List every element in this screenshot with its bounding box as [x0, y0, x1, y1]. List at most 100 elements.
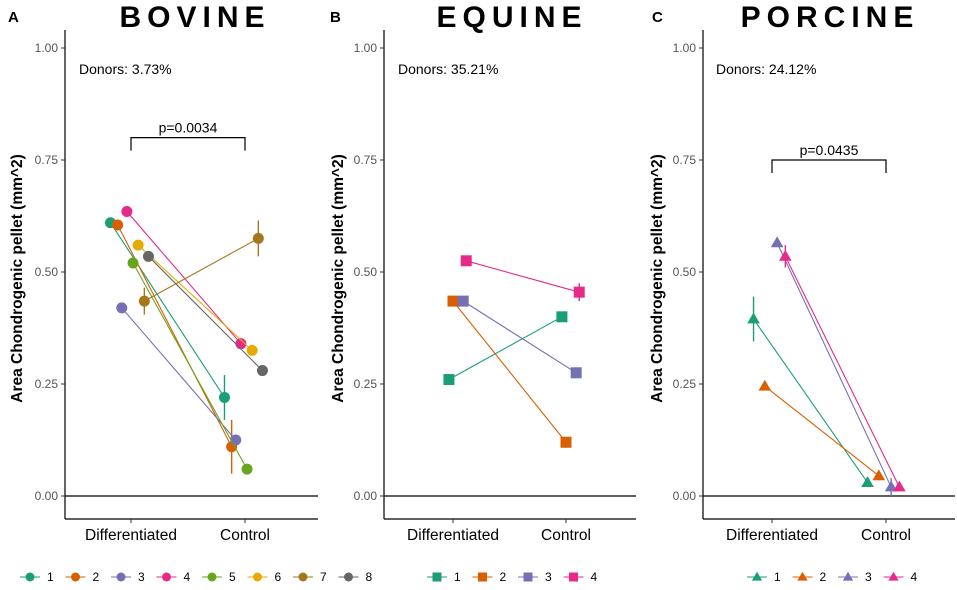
x-tick-label: Control	[861, 527, 911, 544]
legend-label: 2	[820, 570, 827, 584]
panel-letter: A	[8, 9, 19, 26]
data-point	[457, 295, 469, 307]
legend-label: 2	[93, 570, 100, 584]
series-line	[148, 255, 263, 371]
series-3	[770, 236, 898, 496]
data-point	[884, 480, 898, 492]
p-value-label: p=0.0435	[800, 142, 859, 158]
data-point	[570, 367, 582, 379]
legend: 1 2 3 4	[427, 570, 598, 584]
legend: 1 2 3 4	[747, 570, 918, 584]
y-tick-label: 0.00	[35, 489, 59, 503]
legend-marker	[751, 571, 763, 581]
data-point	[447, 295, 459, 307]
y-tick-label: 0.00	[354, 489, 378, 503]
data-point	[127, 257, 139, 269]
legend-label: 3	[138, 570, 145, 584]
panel-title: BOVINE	[119, 1, 270, 34]
series-line	[137, 244, 253, 351]
data-point	[460, 255, 472, 267]
donors-annotation: Donors: 35.21%	[398, 61, 498, 77]
y-tick-label: 0.75	[354, 153, 378, 167]
panel-porcine: C PORCINE 0.00 0.25 0.50 0.75 1.00 Differentiat…	[649, 1, 955, 584]
donors-annotation: Donors: 24.12%	[716, 61, 816, 77]
data-point	[872, 469, 886, 481]
series-1	[747, 296, 874, 487]
data-point	[256, 365, 268, 377]
series-line	[448, 316, 563, 381]
data-point	[252, 232, 264, 244]
legend-marker	[162, 572, 171, 582]
series-7	[138, 220, 264, 315]
series-2	[758, 379, 886, 481]
panel-title: PORCINE	[741, 1, 920, 34]
series-2	[112, 219, 238, 474]
data-point	[218, 391, 230, 403]
legend-label: 5	[229, 570, 236, 584]
legend-marker	[253, 572, 262, 582]
legend-marker	[71, 572, 80, 582]
data-point	[770, 236, 784, 248]
series-line	[776, 242, 892, 488]
series-line	[452, 300, 567, 443]
series-line	[121, 307, 237, 441]
data-point	[779, 249, 792, 261]
data-point	[556, 311, 568, 323]
data-point	[112, 219, 124, 231]
data-point	[758, 379, 772, 391]
legend-label: 1	[47, 570, 54, 584]
legend-marker	[207, 572, 217, 582]
donors-annotation: Donors: 3.73%	[79, 61, 172, 77]
y-tick-label: 0.00	[673, 489, 697, 503]
y-tick-label: 0.50	[35, 265, 59, 279]
y-tick-label: 0.75	[673, 153, 697, 167]
series-line	[126, 211, 242, 345]
y-tick-label: 0.25	[35, 377, 59, 391]
legend-label: 1	[454, 570, 461, 584]
series-3	[116, 302, 242, 446]
series-line	[110, 222, 225, 398]
panel-letter: C	[652, 9, 663, 26]
data-point	[142, 250, 154, 262]
legend-marker	[569, 572, 578, 582]
legend-marker	[25, 572, 35, 582]
legend-label: 6	[275, 570, 282, 584]
legend-label: 4	[184, 570, 191, 584]
x-tick-label: Differentiated	[85, 527, 177, 544]
data-point	[861, 476, 874, 487]
panel-title: EQUINE	[436, 1, 587, 34]
y-tick-label: 1.00	[35, 41, 59, 55]
series-4	[460, 255, 585, 302]
series-8	[142, 250, 268, 377]
x-tick-label: Control	[220, 527, 270, 544]
legend-label: 7	[320, 570, 327, 584]
series-line	[144, 237, 259, 302]
x-tick-label: Differentiated	[407, 527, 499, 544]
series-line	[784, 256, 900, 488]
legend-label: 3	[865, 570, 872, 584]
legend-label: 1	[774, 570, 781, 584]
x-tick-label: Control	[541, 527, 591, 544]
series-1	[443, 311, 568, 386]
significance-bracket	[130, 137, 246, 151]
data-point	[573, 286, 585, 298]
series-3	[457, 295, 582, 379]
y-tick-label: 0.50	[673, 265, 697, 279]
y-axis-label: Area Chondrogenic pellet (mm^2)	[9, 154, 26, 402]
y-tick-label: 0.75	[35, 153, 59, 167]
data-point	[138, 295, 150, 307]
panel-bovine: A BOVINE 0.00 0.25 0.50 0.75 1.00 Differentiate…	[8, 1, 373, 584]
legend: 1 2 3 4 5 6 7 8	[20, 570, 373, 584]
legend-label: 8	[366, 570, 373, 584]
legend-marker	[888, 571, 899, 581]
legend-marker	[842, 571, 854, 581]
data-point	[747, 312, 760, 324]
data-point	[893, 480, 906, 492]
legend-label: 3	[545, 570, 552, 584]
y-axis-label: Area Chondrogenic pellet (mm^2)	[330, 154, 347, 402]
p-value-label: p=0.0034	[159, 120, 218, 136]
legend-marker	[432, 572, 442, 582]
series-2	[447, 295, 572, 448]
legend-label: 4	[911, 570, 918, 584]
significance-bracket	[771, 159, 887, 173]
